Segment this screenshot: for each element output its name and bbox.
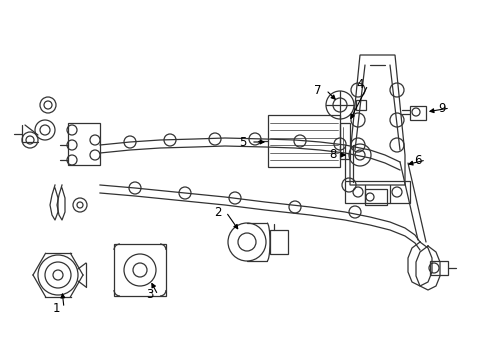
Text: 3: 3 xyxy=(147,288,154,302)
Bar xyxy=(68,123,100,165)
Text: 5: 5 xyxy=(239,135,246,148)
Bar xyxy=(365,189,387,205)
Text: 4: 4 xyxy=(356,78,364,91)
Text: 9: 9 xyxy=(438,102,446,114)
Bar xyxy=(356,100,366,110)
Bar xyxy=(345,181,410,203)
Text: 1: 1 xyxy=(52,302,60,315)
Text: 6: 6 xyxy=(414,153,422,166)
Bar xyxy=(114,244,166,296)
Bar xyxy=(340,123,350,159)
Text: 7: 7 xyxy=(314,84,322,96)
Bar xyxy=(268,115,340,167)
Bar xyxy=(430,261,448,275)
Bar xyxy=(270,230,288,254)
Text: 8: 8 xyxy=(329,148,337,162)
Bar xyxy=(410,106,426,120)
Text: 2: 2 xyxy=(214,206,222,219)
